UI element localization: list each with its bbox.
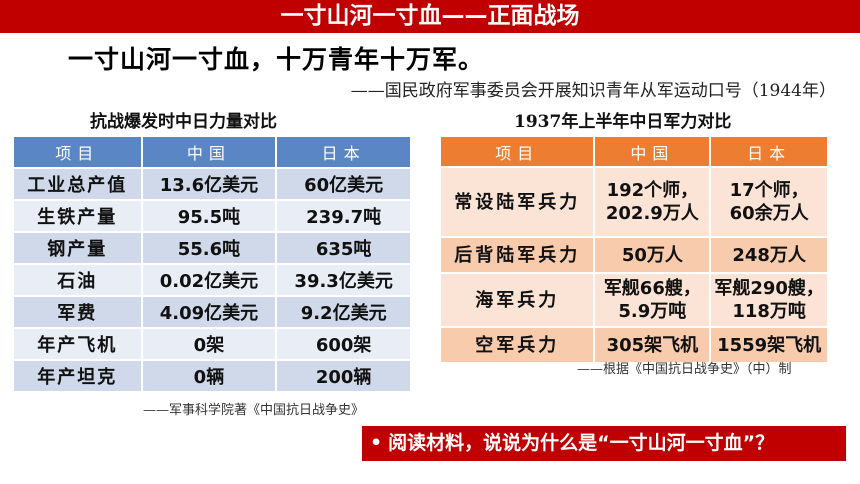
table-row: 工业总产值 13.6亿美元 60亿美元 (14, 167, 412, 200)
row-label: 钢产量 (14, 231, 143, 264)
left-table-source: ——军事科学院著《中国抗日战争史》 (143, 403, 365, 418)
china-value: 50万人 (594, 236, 712, 273)
japan-value: 200辆 (276, 359, 412, 391)
column-header-china: 中国 (594, 137, 712, 167)
slogan-quote: 一寸山河一寸血，十万青年十万军。 (68, 45, 485, 74)
row-label: 后背陆军兵力 (441, 236, 596, 273)
value-line: 192个师， (606, 180, 699, 201)
table-row: 生铁产量 95.5吨 239.7吨 (14, 199, 412, 232)
value-line: 118万吨 (732, 301, 806, 322)
value-line: 60余万人 (729, 203, 809, 224)
china-value: 0辆 (141, 359, 278, 391)
row-label: 海军兵力 (441, 272, 596, 327)
column-header-japan: 日本 (710, 137, 829, 167)
value-line: 1559架飞机 (717, 334, 822, 356)
table-row: 空军兵力 305架飞机 1559架飞机 (441, 326, 829, 362)
china-value: 95.5吨 (141, 199, 278, 232)
japan-value: 248万人 (710, 236, 829, 273)
table-row: 后背陆军兵力 50万人 248万人 (441, 236, 829, 273)
japan-value: 600架 (276, 327, 412, 360)
china-value: 13.6亿美元 (141, 167, 278, 200)
column-header-japan: 日本 (276, 137, 412, 168)
strength-comparison-table: 项目 中国 日本 工业总产值 13.6亿美元 60亿美元 生铁产量 95.5吨 … (14, 137, 412, 391)
table-row: 年产坦克 0辆 200辆 (14, 359, 412, 391)
value-line: 军舰66艘， (603, 278, 701, 299)
japan-value: 17个师， 60余万人 (710, 166, 829, 237)
quote-source: ——国民政府军事委员会开展知识青年从军运动口号（1944年） (350, 81, 836, 101)
right-table-caption: 1937年上半年中日军力对比 (514, 112, 732, 132)
japan-value: 军舰290艘， 118万吨 (710, 272, 829, 327)
value-line: 50万人 (621, 244, 683, 266)
china-value: 4.09亿美元 (141, 295, 278, 328)
left-table-caption: 抗战爆发时中日力量对比 (90, 112, 277, 132)
china-value: 0架 (141, 327, 278, 360)
discussion-question: • 阅读材料，说说为什么是“一寸山河一寸血”？ (362, 426, 846, 461)
column-header-china: 中国 (141, 137, 278, 168)
japan-value: 635吨 (276, 231, 412, 264)
value-line: 军舰290艘， (714, 278, 824, 299)
page-title: 一寸山河一寸血——正面战场 (0, 0, 860, 33)
japan-value: 60亿美元 (276, 167, 412, 200)
japan-value: 39.3亿美元 (276, 263, 412, 296)
value-line: 202.9万人 (605, 203, 699, 224)
table-row: 海军兵力 军舰66艘， 5.9万吨 军舰290艘， 118万吨 (441, 272, 829, 327)
row-label: 石油 (14, 263, 143, 296)
row-label: 生铁产量 (14, 199, 143, 232)
value-line: 17个师， (729, 180, 809, 201)
china-value: 军舰66艘， 5.9万吨 (594, 272, 712, 327)
table-row: 石油 0.02亿美元 39.3亿美元 (14, 263, 412, 296)
table-row: 常设陆军兵力 192个师， 202.9万人 17个师， 60余万人 (441, 166, 829, 237)
value-line: 305架飞机 (606, 334, 699, 356)
row-label: 年产飞机 (14, 327, 143, 360)
table-header-row: 项目 中国 日本 (441, 137, 829, 167)
china-value: 55.6吨 (141, 231, 278, 264)
china-value: 0.02亿美元 (141, 263, 278, 296)
value-line: 248万人 (732, 244, 806, 266)
japan-value: 239.7吨 (276, 199, 412, 232)
row-label: 空军兵力 (441, 326, 596, 362)
column-header-item: 项目 (441, 137, 596, 167)
china-value: 305架飞机 (594, 326, 712, 362)
table-row: 军费 4.09亿美元 9.2亿美元 (14, 295, 412, 328)
value-line: 5.9万吨 (618, 301, 687, 322)
bullet-icon: • (370, 432, 383, 454)
row-label: 常设陆军兵力 (441, 166, 596, 237)
japan-value: 9.2亿美元 (276, 295, 412, 328)
row-label: 年产坦克 (14, 359, 143, 391)
china-value: 192个师， 202.9万人 (594, 166, 712, 237)
column-header-item: 项目 (14, 137, 143, 168)
row-label: 工业总产值 (14, 167, 143, 200)
table-header-row: 项目 中国 日本 (14, 137, 412, 168)
row-label: 军费 (14, 295, 143, 328)
table-row: 钢产量 55.6吨 635吨 (14, 231, 412, 264)
military-comparison-table: 项目 中国 日本 常设陆军兵力 192个师， 202.9万人 17个师， 60余… (441, 137, 829, 362)
table-row: 年产飞机 0架 600架 (14, 327, 412, 360)
right-table-source: ——根据《中国抗日战争史》（中）制 (577, 362, 792, 377)
question-text: 阅读材料，说说为什么是“一寸山河一寸血”？ (388, 432, 775, 454)
japan-value: 1559架飞机 (710, 326, 829, 362)
